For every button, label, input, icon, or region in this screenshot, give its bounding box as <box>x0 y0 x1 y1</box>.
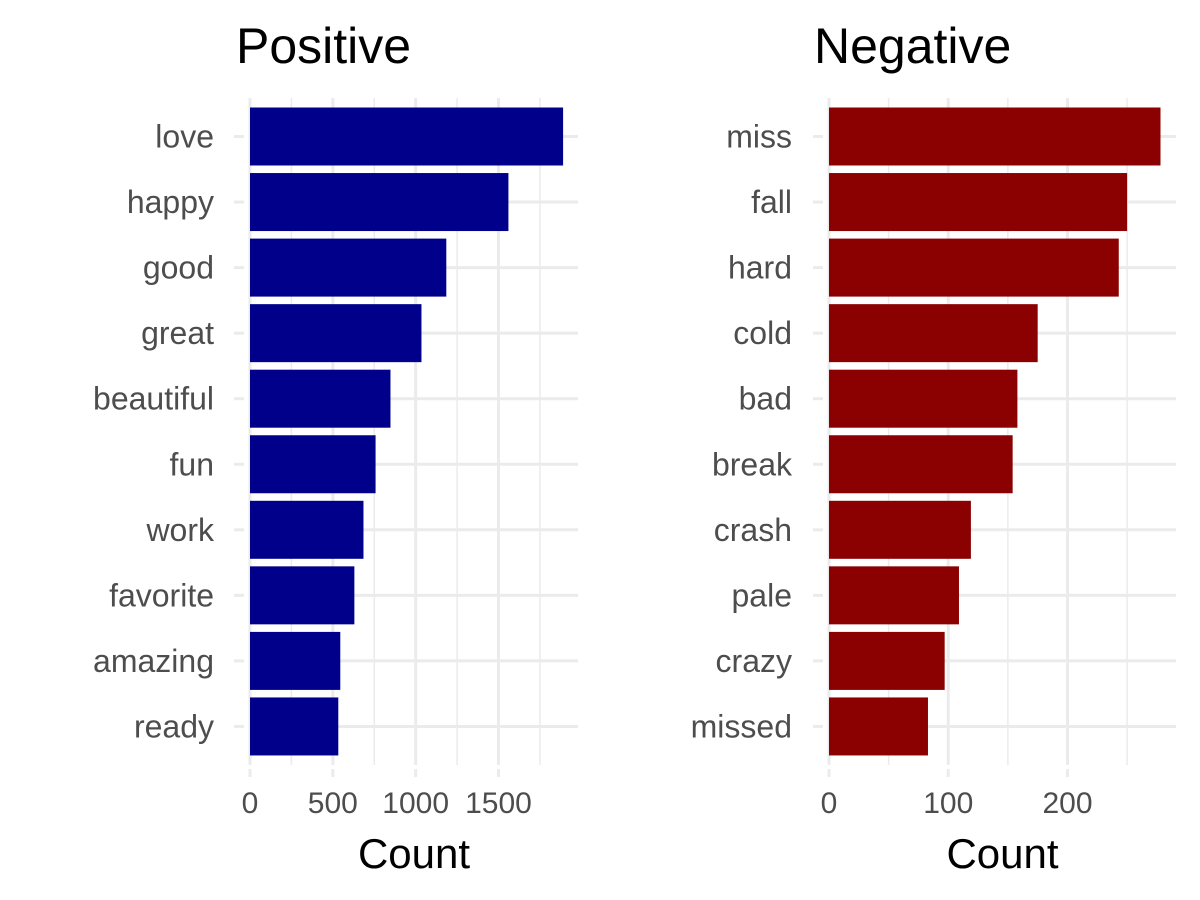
category-label-pale: pale <box>732 577 793 613</box>
bar-hard <box>829 238 1119 297</box>
bar-ready <box>250 697 339 756</box>
bar-pale <box>829 566 959 625</box>
bar-work <box>250 500 364 559</box>
category-label-cold: cold <box>733 315 792 351</box>
category-label-good: good <box>143 250 214 286</box>
category-label-fall: fall <box>751 184 792 220</box>
x-tick-label: 500 <box>308 787 358 820</box>
category-label-miss: miss <box>726 119 792 155</box>
bar-crash <box>829 500 971 559</box>
x-tick-label: 0 <box>821 787 838 820</box>
category-label-love: love <box>155 119 214 155</box>
category-label-beautiful: beautiful <box>93 381 214 417</box>
bar-amazing <box>250 631 341 690</box>
x-axis-title: Count <box>946 830 1058 877</box>
category-label-amazing: amazing <box>93 643 214 679</box>
category-label-bad: bad <box>739 381 792 417</box>
category-label-missed: missed <box>691 708 792 744</box>
x-axis-title: Count <box>358 830 470 877</box>
bar-crazy <box>829 631 945 690</box>
category-label-great: great <box>141 315 214 351</box>
bar-beautiful <box>250 369 391 428</box>
category-label-happy: happy <box>127 184 214 220</box>
bar-miss <box>829 107 1161 166</box>
category-label-favorite: favorite <box>109 577 214 613</box>
category-label-crazy: crazy <box>716 643 792 679</box>
x-tick-label: 200 <box>1042 787 1092 820</box>
bar-fun <box>250 435 376 494</box>
x-tick-label: 1000 <box>382 787 449 820</box>
bar-fall <box>829 173 1128 232</box>
category-label-ready: ready <box>134 708 214 744</box>
panel-title-negative: Negative <box>814 18 1011 74</box>
x-tick-label: 0 <box>242 787 259 820</box>
x-tick-label: 1500 <box>465 787 532 820</box>
panel-title-positive: Positive <box>236 18 411 74</box>
panel-positive: love happy good great beautiful fun work favori… <box>93 18 578 877</box>
bar-break <box>829 435 1013 494</box>
category-label-crash: crash <box>714 512 792 548</box>
category-label-break: break <box>712 446 793 482</box>
category-label-hard: hard <box>728 250 792 286</box>
x-tick-label: 100 <box>923 787 973 820</box>
bar-happy <box>250 173 509 232</box>
bar-missed <box>829 697 928 756</box>
bar-great <box>250 304 422 363</box>
bar-cold <box>829 304 1038 363</box>
panel-negative: miss fall hard cold bad break crash pale crazy mi… <box>691 18 1176 877</box>
bar-favorite <box>250 566 355 625</box>
bar-bad <box>829 369 1018 428</box>
bar-love <box>250 107 564 166</box>
category-label-fun: fun <box>170 446 214 482</box>
bar-good <box>250 238 447 297</box>
category-label-work: work <box>145 512 215 548</box>
